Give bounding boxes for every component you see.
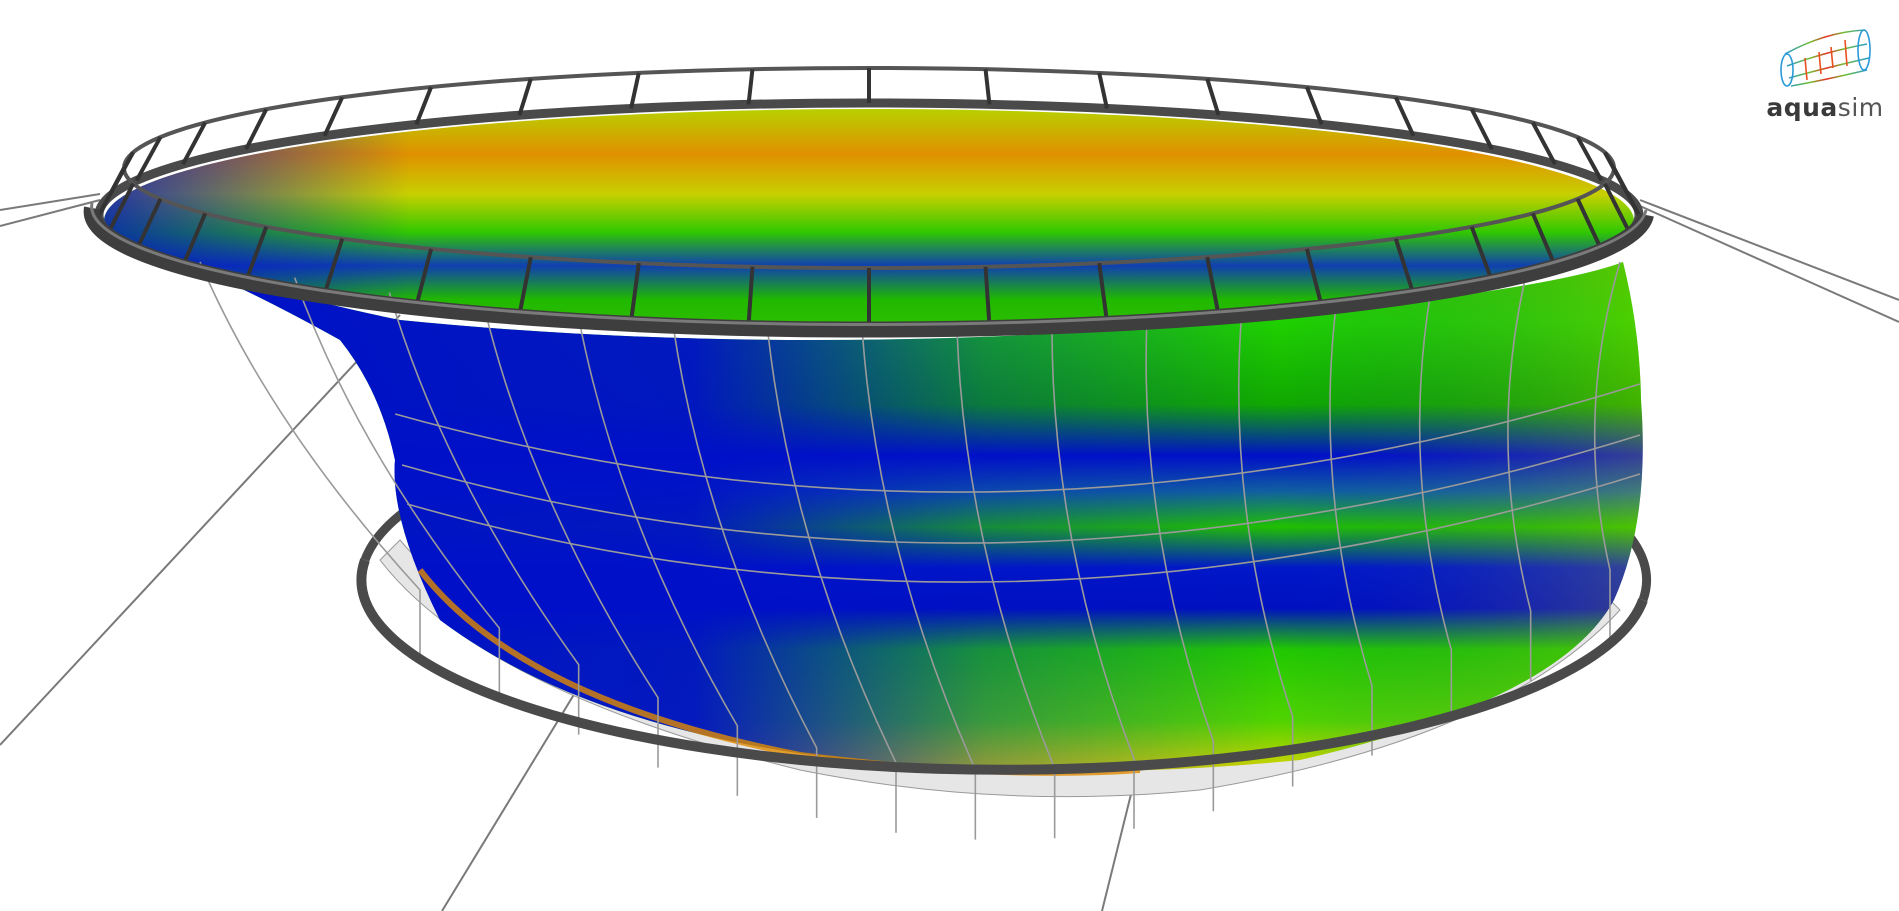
handrail-post <box>1575 198 1604 251</box>
handrail-post <box>106 182 135 234</box>
net-rope <box>1593 261 1621 640</box>
mooring-cable <box>0 199 101 227</box>
handrail-post <box>1575 136 1604 182</box>
net-rope <box>1237 317 1294 787</box>
net-rope <box>577 317 739 796</box>
net-rope <box>861 336 977 840</box>
handrail-post <box>629 72 641 109</box>
handrail-post <box>517 78 533 116</box>
mooring-cable <box>0 193 101 211</box>
net-ropes <box>199 261 1641 840</box>
handrail-post <box>106 151 135 199</box>
mooring-cable <box>0 314 401 746</box>
handrail-post <box>629 262 641 322</box>
mooring-cable <box>1639 199 1899 301</box>
net-rope <box>388 292 580 735</box>
handrail-post <box>1205 256 1221 316</box>
logo-text-aqua: aqua <box>1766 93 1838 122</box>
handrail-post <box>983 266 992 326</box>
handrail-post <box>1305 86 1324 126</box>
net-rope <box>672 326 818 818</box>
sinker-ring-front <box>356 558 1648 775</box>
handrail-post <box>244 108 269 151</box>
handrail-post <box>181 121 207 166</box>
handrail-post <box>134 136 163 182</box>
logo-wordmark: aquasim <box>1760 93 1890 122</box>
handrail-post <box>1531 121 1557 166</box>
handrail-post <box>1603 151 1632 199</box>
net-rope <box>1329 305 1373 756</box>
handrail-post <box>746 69 755 105</box>
handrail-post <box>746 266 755 326</box>
handrail-post <box>181 212 208 267</box>
net-rope <box>956 336 1056 839</box>
handrail-post <box>1304 248 1324 307</box>
handrail-post <box>414 86 433 126</box>
net-rope <box>199 261 421 660</box>
mooring-cable <box>1639 205 1899 323</box>
logo-text-sim: sim <box>1837 93 1884 122</box>
handrail-post <box>322 238 345 295</box>
handrail-post <box>1393 238 1416 295</box>
handrail-post <box>1469 108 1494 151</box>
logo-mesh-icon <box>1780 29 1871 87</box>
handrail-post <box>134 198 163 251</box>
net-body-shading <box>182 262 1643 772</box>
handrail-post <box>1393 96 1416 137</box>
floating-collar-highlight <box>90 202 1648 327</box>
handrail-post <box>517 256 533 316</box>
handrail-post <box>1097 262 1109 322</box>
handrail-post <box>1603 182 1632 234</box>
handrail-post <box>1530 212 1557 267</box>
handrail-post <box>1205 78 1221 116</box>
net-rope <box>1145 326 1215 812</box>
net-horizontal-rope <box>401 434 1641 544</box>
aquasim-logo: aquasim <box>1760 22 1890 122</box>
handrail-post <box>983 69 992 105</box>
net-rope <box>293 277 501 699</box>
net-rope <box>483 305 659 768</box>
net-horizontal-rope <box>394 383 1641 493</box>
handrail-post <box>244 226 269 282</box>
handrail-post <box>414 248 434 307</box>
net-inner-shade <box>104 109 1634 333</box>
net-rope <box>1051 333 1135 829</box>
net-rope <box>1507 277 1532 681</box>
net-rope <box>767 333 897 833</box>
handrail-post <box>1097 72 1109 109</box>
handrail-post <box>1469 226 1494 282</box>
handrail-posts <box>97 68 1641 327</box>
net-horizontal-rope <box>406 473 1641 583</box>
handrail-post <box>322 96 345 137</box>
net-rope <box>1418 292 1453 720</box>
floating-collar-front <box>83 206 1654 338</box>
